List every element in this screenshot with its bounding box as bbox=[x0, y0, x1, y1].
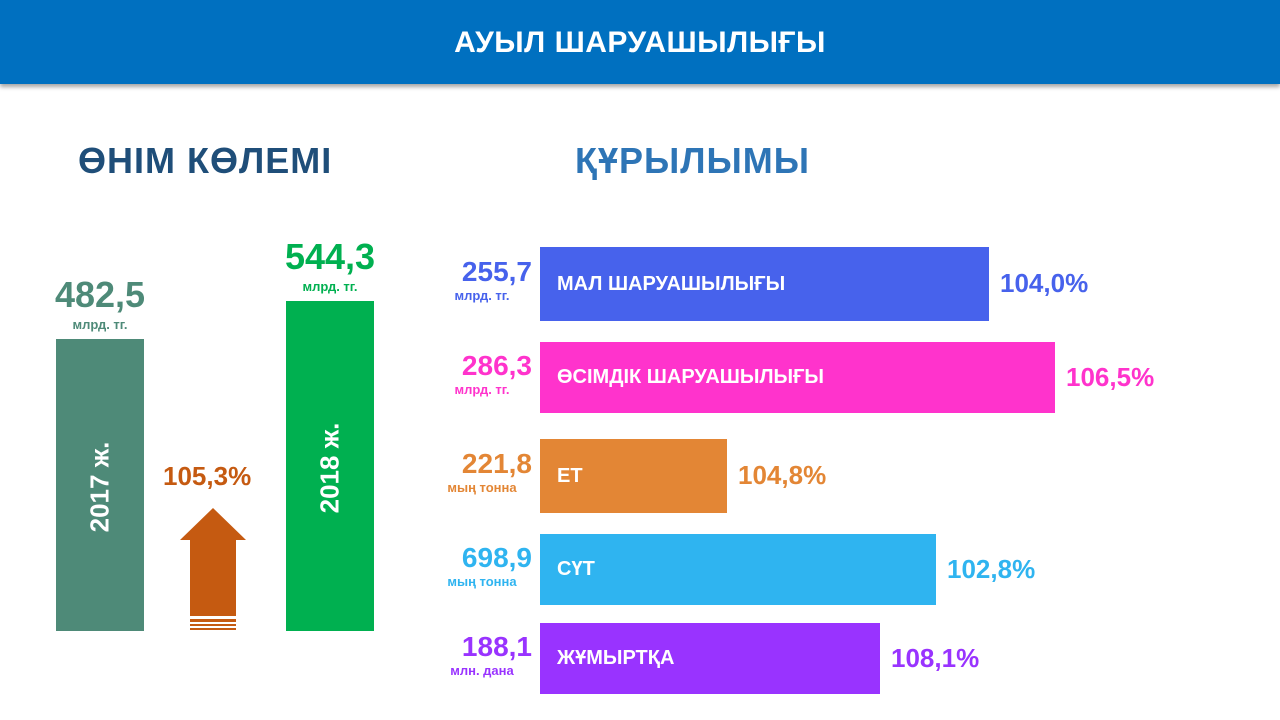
structure-row-unit: мың тонна bbox=[447, 480, 517, 495]
structure-row-percent: 102,8% bbox=[947, 553, 1036, 584]
structure-bar-label: МАЛ ШАРУАШЫЛЫҒЫ bbox=[557, 272, 786, 295]
structure-row-percent: 106,5% bbox=[1066, 361, 1155, 392]
structure-row-percent: 104,0% bbox=[1000, 268, 1089, 298]
volume-bar-1 bbox=[56, 339, 144, 631]
structure-row-unit: млн. дана bbox=[450, 662, 514, 678]
volume-bar-2 bbox=[286, 301, 374, 631]
structure-section-title: ҚҰРЫЛЫМЫ bbox=[575, 140, 810, 181]
structure-row-value: 698,9 bbox=[461, 541, 532, 573]
structure-bar-4: СҮТ bbox=[540, 534, 936, 605]
volume-bar-unit: млрд. тг. bbox=[72, 317, 128, 332]
structure-bar-label: СҮТ bbox=[557, 558, 595, 580]
structure-row-percent: 104,8% bbox=[738, 460, 827, 490]
structure-row-value: 188,1 bbox=[461, 630, 532, 662]
header-bar: АУЫЛ ШАРУАШЫЛЫҒЫ bbox=[0, 0, 1280, 84]
growth-percent: 105,3% bbox=[163, 461, 252, 491]
volume-bar-value: 482,5 bbox=[54, 274, 146, 315]
volume-bar-value: 544,3 bbox=[284, 236, 376, 277]
structure-row-value: 255,7 bbox=[461, 256, 532, 287]
structure-row-unit: млрд. тг. bbox=[454, 381, 510, 397]
volume-section-title: ӨНІМ КӨЛЕМІ bbox=[78, 140, 333, 181]
structure-bar-5: ЖҰМЫРТҚА bbox=[540, 623, 880, 694]
structure-row-unit: мың тонна bbox=[447, 573, 517, 589]
volume-bar-unit: млрд. тг. bbox=[302, 279, 358, 294]
volume-bar-year-label: 2018 ж. bbox=[314, 422, 345, 514]
structure-bar-1: МАЛ ШАРУАШЫЛЫҒЫ bbox=[540, 247, 989, 321]
structure-row-unit: млрд. тг. bbox=[454, 288, 510, 303]
structure-row-percent: 108,1% bbox=[891, 642, 980, 673]
growth-up-arrow-icon bbox=[180, 508, 246, 630]
page-title: АУЫЛ ШАРУАШЫЛЫҒЫ bbox=[454, 26, 826, 59]
structure-bar-label: ЖҰМЫРТҚА bbox=[557, 647, 675, 669]
volume-bar-year-label: 2017 ж. bbox=[84, 441, 115, 533]
structure-bar-3: ЕТ bbox=[540, 439, 727, 513]
structure-row-value: 221,8 bbox=[461, 448, 532, 479]
structure-bar-label: ӨСІМДІК ШАРУАШЫЛЫҒЫ bbox=[557, 366, 824, 388]
structure-bar-2: ӨСІМДІК ШАРУАШЫЛЫҒЫ bbox=[540, 342, 1055, 413]
structure-row-value: 286,3 bbox=[461, 349, 532, 381]
structure-bar-label: ЕТ bbox=[557, 464, 583, 487]
